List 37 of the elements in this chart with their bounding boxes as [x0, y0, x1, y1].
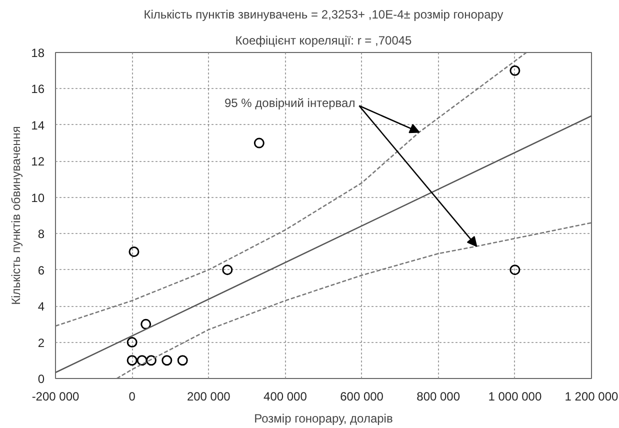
line-series [56, 52, 528, 327]
y-tick-label: 4 [38, 300, 45, 314]
point [140, 318, 152, 330]
chart-subtitle: Коефіцієнт кореляції: r = ,70045 [235, 34, 412, 48]
x-tick-label: 1 200 000 [564, 390, 619, 404]
y-tick-label: 14 [31, 118, 45, 132]
point [510, 264, 520, 276]
chart-title: Кількість пунктів звинувачень = 2,3253+ ,10E-4± розмір гонорару [144, 8, 504, 22]
y-tick-label: 6 [38, 263, 45, 278]
x-tick-label: 800 000 [416, 390, 460, 404]
y-tick-label: 16 [31, 82, 45, 96]
x-tick-label: 200 000 [186, 390, 231, 404]
point [177, 355, 188, 366]
x-tick-label: 1 000 000 [488, 390, 542, 404]
y-axis-title: Кількість пунктів обвинувачення [9, 126, 24, 305]
x-tick-label: -200 000 [32, 390, 80, 404]
point [128, 246, 140, 257]
y-tick-label: 12 [31, 154, 45, 169]
x-tick-label: 400 000 [264, 390, 308, 404]
point [136, 355, 148, 366]
y-tick-label: 18 [31, 46, 45, 60]
point [126, 355, 138, 366]
annotation: 95 % довірчий інтервал [224, 96, 356, 110]
point [146, 355, 156, 366]
x-tick-label: 600 000 [340, 390, 384, 404]
line-series [116, 222, 592, 378]
point [126, 337, 138, 348]
point [254, 138, 264, 148]
x-tick-label: 0 [128, 390, 136, 404]
y-tick-label: 2 [38, 336, 45, 350]
point [510, 65, 520, 76]
y-tick-label: 8 [38, 227, 45, 242]
point [222, 264, 233, 276]
y-tick-label: 0 [38, 372, 45, 386]
y-tick-label: 10 [31, 190, 45, 205]
point [162, 355, 172, 366]
x-axis-title: Розмір гонорару, доларів [254, 412, 393, 426]
